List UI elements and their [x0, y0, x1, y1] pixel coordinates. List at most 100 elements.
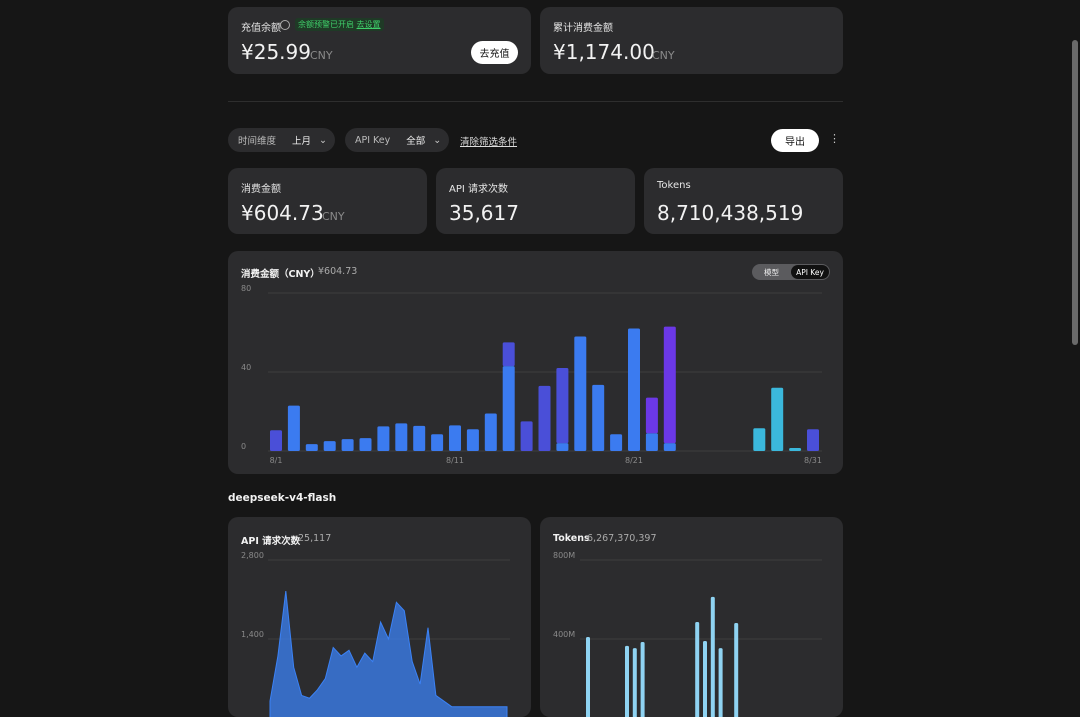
bar — [753, 428, 766, 451]
bar — [663, 326, 676, 444]
model-chart-card: Tokens 6,267,370,397 400M 800M — [540, 517, 843, 717]
toggle-option[interactable]: 模型 — [764, 268, 779, 277]
x-tick-label: 8/1 — [270, 456, 283, 465]
bar — [628, 328, 640, 451]
bar — [663, 443, 676, 451]
filter-label: API Key — [355, 134, 391, 146]
bar — [520, 421, 533, 451]
scrollbar[interactable] — [1072, 40, 1078, 345]
bar — [718, 648, 723, 717]
toggle-option-active[interactable]: API Key — [791, 265, 829, 279]
bar — [323, 441, 336, 451]
body: 充值余额 余额预警已开启 去设置 ¥25.99 CNY 去充值 累计消费金额 ¥… — [228, 7, 1078, 717]
chevron: ⌄ — [433, 134, 442, 146]
y-tick-label: 400M — [553, 630, 575, 639]
y-tick-label: 1,400 — [241, 630, 264, 639]
chart-total: 6,267,370,397 — [587, 533, 657, 544]
bar — [610, 434, 623, 451]
balance-card: 充值余额 余额预警已开启 去设置 ¥25.99 CNY 去充值 — [228, 7, 531, 74]
bar — [789, 448, 802, 451]
divider — [228, 101, 843, 102]
bar — [395, 423, 408, 451]
bar — [359, 438, 372, 451]
bar — [341, 439, 354, 451]
stat-unit: CNY — [322, 210, 345, 223]
chart-total: 25,117 — [298, 533, 332, 544]
currency: CNY — [310, 49, 333, 62]
area — [269, 590, 508, 717]
amount: ¥1,174.00 — [553, 40, 655, 64]
bar — [287, 405, 300, 451]
x-tick-label: 8/21 — [625, 456, 643, 465]
bar — [413, 425, 426, 451]
stat-value: 8,710,438,519 — [657, 201, 804, 225]
cost-chart-card: 消费金额（CNY） ¥604.73 模型 API Key 0 40 80 8/1 8/1… — [228, 251, 843, 474]
label: 充值余额 — [241, 23, 281, 34]
badge-link[interactable]: 去设置 — [356, 20, 381, 29]
bar — [695, 622, 700, 717]
bar — [502, 342, 515, 367]
model-title: deepseek-v4-flash — [228, 492, 337, 504]
currency: CNY — [652, 49, 675, 62]
bar — [502, 366, 515, 451]
filter-value: 全部 — [406, 136, 426, 147]
total-card: 累计消费金额 ¥1,174.00 CNY — [540, 7, 843, 74]
bar — [771, 387, 784, 451]
time-filter[interactable]: 时间维度 上月 ⌄ — [228, 128, 335, 152]
requests-chart: 1,400 2,800 — [241, 551, 510, 717]
bar — [645, 397, 658, 434]
chart-title: Tokens — [553, 533, 590, 544]
tokens-chart: 400M 800M — [553, 551, 822, 717]
bar — [305, 444, 318, 451]
bar — [449, 425, 461, 451]
stat-card: Tokens 8,710,438,519 — [644, 168, 843, 234]
bar — [556, 368, 569, 444]
bar — [484, 413, 497, 451]
view-toggle: 模型 API Key — [752, 264, 830, 280]
bar — [556, 443, 569, 451]
export-button[interactable]: 导出 — [771, 129, 819, 152]
bar — [592, 384, 605, 451]
chart-title: 消费金额（CNY） — [241, 269, 320, 280]
bar — [574, 336, 587, 451]
info-icon[interactable] — [280, 20, 290, 30]
stat-card: API 请求次数 35,617 — [436, 168, 635, 234]
badge: 余额预警已开启 去设置 — [295, 18, 384, 31]
y-tick-label: 40 — [241, 363, 251, 372]
stat-label: 消费金额 — [241, 184, 281, 195]
stat-value: 35,617 — [449, 201, 519, 225]
bar — [377, 426, 390, 451]
bar — [640, 641, 645, 717]
stat-label: Tokens — [657, 180, 691, 191]
y-tick-label: 2,800 — [241, 551, 264, 560]
stat-label: API 请求次数 — [449, 184, 508, 195]
y-tick-label: 80 — [241, 284, 251, 293]
chart-total: ¥604.73 — [318, 266, 358, 277]
bar — [586, 637, 590, 717]
recharge-button[interactable]: 去充值 — [471, 41, 518, 64]
bar — [734, 623, 739, 717]
bar — [538, 385, 551, 451]
x-tick-label: 8/11 — [446, 456, 464, 465]
label: 累计消费金额 — [553, 23, 613, 34]
stat-value: ¥604.73 — [241, 201, 324, 225]
bar — [270, 430, 282, 451]
chevron: ⌄ — [319, 134, 327, 146]
key-filter[interactable]: API Key 全部 ⌄ — [345, 128, 449, 152]
badge-text: 余额预警已开启 — [298, 20, 354, 29]
bar — [645, 433, 658, 451]
cost-chart: 0 40 80 8/1 8/11 8/21 8/31 — [241, 284, 822, 465]
y-tick-label: 0 — [241, 442, 246, 451]
amount: ¥25.99 — [241, 40, 311, 64]
filter-label: 时间维度 — [238, 136, 277, 147]
bar — [625, 645, 629, 717]
page: Usage { "balance_card": {"label": "充值余额"… — [228, 7, 1078, 717]
bar — [466, 429, 479, 451]
model-chart-card: API 请求次数 25,117 1,400 2,800 — [228, 517, 531, 717]
bar — [431, 434, 444, 451]
more-menu[interactable]: ⋮ — [829, 132, 840, 145]
x-tick-label: 8/31 — [804, 456, 822, 465]
clear-filters[interactable]: 清除筛选条件 — [460, 137, 518, 148]
stat-card: 消费金额 ¥604.73 CNY — [228, 168, 427, 234]
bar — [710, 596, 715, 717]
